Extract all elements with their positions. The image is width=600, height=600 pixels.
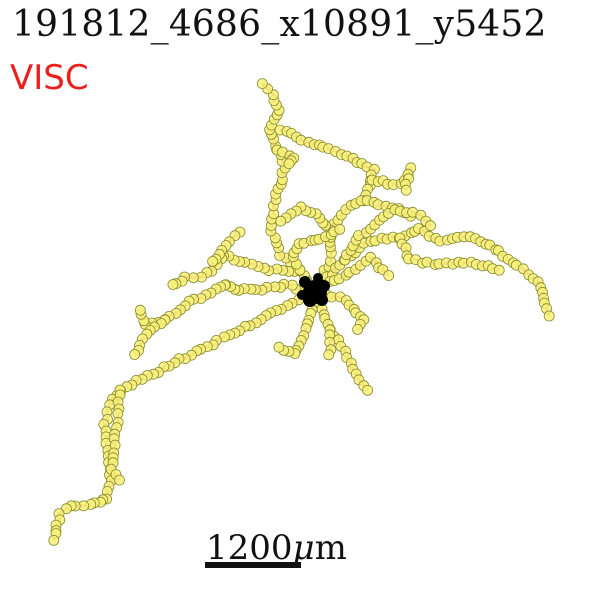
- neurite-node: [283, 158, 295, 170]
- region-label: VISC: [10, 58, 89, 98]
- neurite-edges: [52, 82, 551, 541]
- neurite-node: [383, 270, 395, 281]
- neurite-node: [543, 310, 555, 322]
- neurite-nodes: [48, 78, 555, 546]
- neurite-node: [362, 384, 374, 396]
- neurite-node: [256, 78, 268, 89]
- soma-blob: [299, 276, 311, 288]
- neurite-node: [129, 349, 141, 360]
- neurite-node: [352, 323, 364, 335]
- neurite-node: [275, 215, 287, 227]
- neurite-node: [114, 474, 125, 486]
- neurite-node: [167, 279, 179, 290]
- soma: [297, 273, 330, 307]
- neurite-node: [334, 223, 346, 235]
- neurite-node: [323, 349, 335, 361]
- neurite-node: [425, 220, 436, 232]
- neurite-node: [61, 503, 72, 515]
- neurite-node: [400, 184, 412, 196]
- scale-bar-number: 1200: [206, 528, 293, 568]
- soma-blob: [297, 290, 307, 300]
- neurite-node: [207, 255, 219, 267]
- scale-bar-label: 1200μm: [206, 528, 347, 568]
- scale-bar-unit-m: m: [314, 528, 347, 568]
- neurite-node: [273, 341, 285, 353]
- neurite-node: [48, 535, 60, 546]
- scale-bar: [205, 562, 301, 568]
- soma-blob: [313, 273, 323, 283]
- scale-bar-unit-mu: μ: [292, 528, 315, 568]
- cell-id-title: 191812_4686_x10891_y5452: [12, 4, 547, 45]
- neurite-node: [134, 304, 146, 316]
- neurite-node: [493, 264, 505, 276]
- soma-blob: [318, 280, 330, 292]
- soma-blob: [316, 294, 328, 306]
